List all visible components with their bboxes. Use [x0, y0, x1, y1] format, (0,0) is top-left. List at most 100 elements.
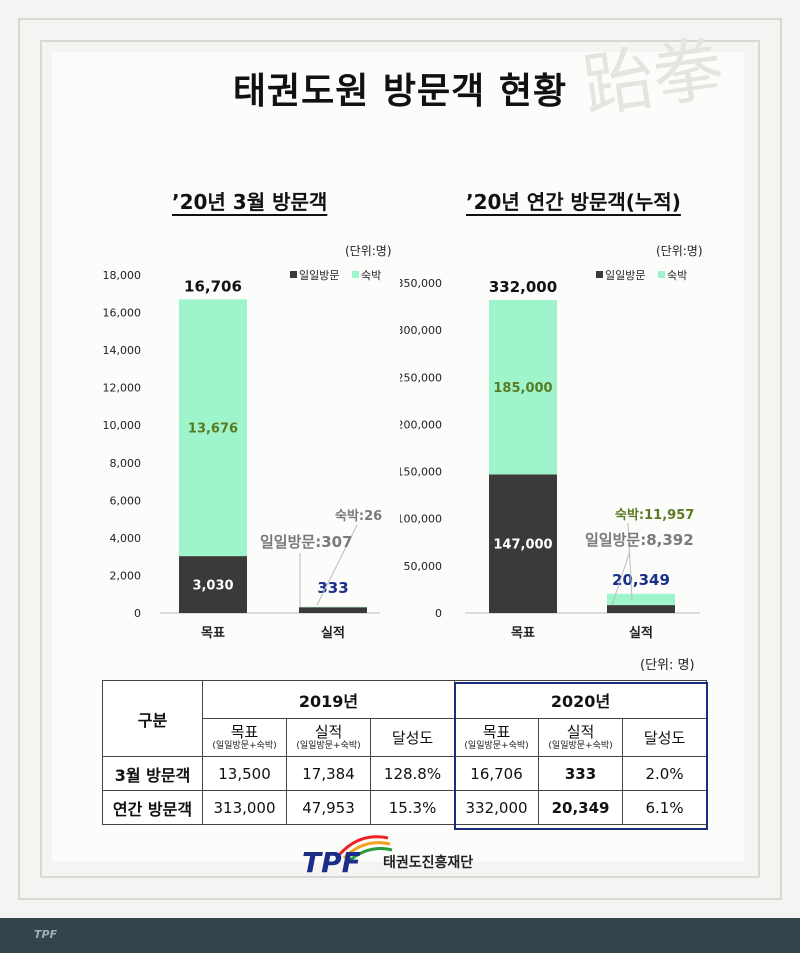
bar-segment-day [607, 605, 675, 613]
col-rate-2019: 달성도 [369, 718, 456, 757]
cell: 313,000 [202, 790, 287, 825]
y-tick-label: 250,000 [400, 371, 442, 384]
y-tick-label: 16,000 [103, 307, 142, 320]
bar-segment-stay [299, 606, 367, 608]
col-actual-2020: 실적 (일일방문+숙박) [538, 718, 624, 757]
col-rate-2020: 달성도 [622, 718, 708, 757]
bar-segment-day [489, 474, 557, 613]
cell: 15.3% [369, 790, 456, 825]
annotations: 16,706 3,030 13,676 333 숙박:26 일일방문:307 [184, 277, 382, 607]
legend-label-day: 일일방문 [605, 268, 645, 282]
footer-logo: TPF [34, 928, 58, 941]
y-tick-label: 50,000 [404, 560, 443, 573]
y-tick-label: 0 [134, 607, 141, 620]
header-2019: 2019년 [201, 680, 456, 719]
legend-swatch-stay [352, 271, 359, 278]
table-row: 3월 방문객 13,500 17,384 128.8% 16,706 333 2… [102, 756, 708, 791]
callout-label-stay: 숙박:11,957 [615, 507, 694, 523]
footer-bar: TPF [0, 918, 800, 953]
summary-table: 구분 2019년 2020년 목표 (일일방문+숙박) 실적 (일일방문+숙박) 달… [102, 680, 708, 825]
table-unit: (단위: 명) [640, 658, 695, 673]
col-target-2019: 목표 (일일방문+숙박) [202, 718, 287, 757]
callout-leader-stay [627, 522, 633, 601]
org-name: 태권도진흥재단 [383, 855, 474, 871]
cell: 20,349 [538, 790, 624, 825]
page-title: 태권도원 방문객 현황 [232, 71, 568, 112]
x-tick-label: 목표 [201, 626, 225, 641]
legend-label-stay: 숙박 [361, 269, 381, 282]
legend: 일일방문 숙박 [596, 268, 687, 282]
segment-label-day: 147,000 [493, 538, 552, 553]
y-axis-ticks: 0 2,000 4,000 6,000 8,000 10,000 12,000 14,000 1… [103, 269, 142, 620]
annual-visitors-chart: 0 50,000 100,000 150,000 200,000 250,000 300,0… [400, 268, 700, 641]
bar-segment-stay [489, 299, 557, 475]
header-2020: 2020년 [454, 680, 708, 719]
y-tick-label: 10,000 [103, 419, 142, 432]
table-row: 연간 방문객 313,000 47,953 15.3% 332,000 20,3… [102, 790, 708, 825]
cell: 333 [538, 756, 624, 791]
total-label-target: 332,000 [489, 278, 557, 296]
annotations: 332,000 147,000 185,000 20,349 숙박:11,957 일일방문… [489, 278, 694, 606]
chart-unit-annual: (단위:명) [656, 244, 703, 258]
bar-segment-day [299, 607, 367, 613]
x-tick-label: 실적 [629, 625, 653, 641]
total-label-target: 16,706 [184, 277, 242, 295]
bars [489, 299, 675, 613]
frame-line-outer [18, 18, 782, 900]
cell: 16,706 [454, 756, 540, 791]
legend-swatch-day [596, 271, 603, 278]
cell: 128.8% [369, 756, 456, 791]
callout-leader-day [611, 550, 631, 606]
total-label-actual: 333 [317, 579, 348, 597]
y-tick-label: 100,000 [400, 513, 442, 526]
chart-title-annual: ’20년 연간 방문객(누적) [466, 190, 681, 214]
y-tick-label: 12,000 [103, 382, 142, 395]
y-tick-label: 350,000 [400, 277, 442, 290]
x-tick-label: 실적 [321, 625, 345, 641]
y-tick-label: 8,000 [110, 457, 142, 470]
y-tick-label: 14,000 [103, 344, 142, 357]
tpf-logo: TPF [302, 835, 393, 876]
bars [179, 299, 367, 613]
y-tick-label: 300,000 [400, 324, 442, 337]
chart-title-march: ’20년 3월 방문객 [172, 190, 328, 214]
cell: 47,953 [286, 790, 371, 825]
logo-tpf-text: TPF [302, 846, 361, 876]
legend-label-stay: 숙박 [667, 269, 687, 282]
y-tick-label: 200,000 [400, 418, 442, 431]
legend-swatch-day [290, 271, 297, 278]
row-label: 3월 방문객 [102, 756, 203, 791]
y-tick-label: 2,000 [110, 569, 142, 582]
header-category: 구분 [102, 680, 203, 757]
bar-segment-stay [179, 299, 247, 557]
legend: 일일방문 숙박 [290, 268, 381, 282]
y-tick-label: 0 [435, 607, 442, 620]
bar-segment-stay [607, 593, 675, 606]
x-axis-labels: 목표 실적 [201, 625, 345, 641]
x-tick-label: 목표 [511, 626, 535, 641]
cell: 6.1% [622, 790, 708, 825]
march-visitors-chart: 0 2,000 4,000 6,000 8,000 10,000 12,000 14,000 1… [103, 268, 383, 641]
x-axis-labels: 목표 실적 [511, 625, 653, 641]
segment-label-stay: 13,676 [188, 422, 238, 437]
cell: 2.0% [622, 756, 708, 791]
segment-label-day: 3,030 [192, 579, 233, 594]
cell: 17,384 [286, 756, 371, 791]
frame-line-inner [40, 40, 760, 878]
callout-leader-stay [316, 524, 358, 606]
col-target-2020: 목표 (일일방문+숙박) [454, 718, 540, 757]
y-axis-ticks: 0 50,000 100,000 150,000 200,000 250,000 300,0… [400, 277, 442, 620]
chart-unit-march: (단위:명) [345, 244, 392, 258]
y-tick-label: 18,000 [103, 269, 142, 282]
y-tick-label: 6,000 [110, 494, 142, 507]
callout-label-stay: 숙박:26 [335, 508, 382, 524]
y-tick-label: 150,000 [400, 466, 442, 479]
legend-label-day: 일일방문 [299, 268, 339, 282]
bar-segment-day [179, 556, 247, 613]
y-tick-label: 4,000 [110, 532, 142, 545]
callout-label-day: 일일방문:8,392 [585, 531, 694, 549]
cell: 13,500 [202, 756, 287, 791]
legend-swatch-stay [658, 271, 665, 278]
row-label: 연간 방문객 [102, 790, 203, 825]
col-actual-2019: 실적 (일일방문+숙박) [286, 718, 371, 757]
